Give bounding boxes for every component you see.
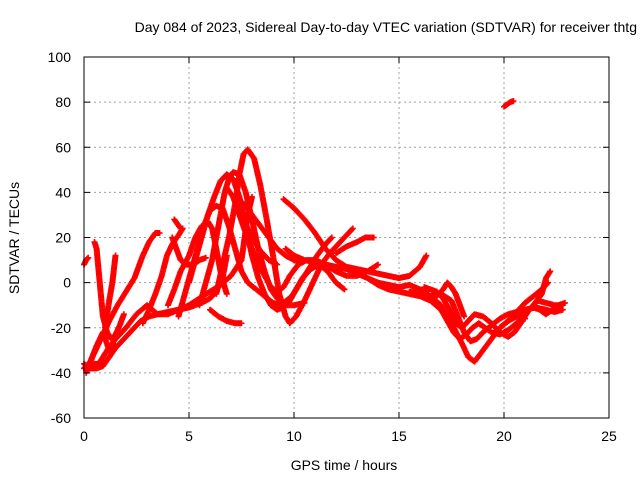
data-point-marker [340,285,347,292]
series-arc-18 [207,306,245,327]
data-point-marker [341,286,348,293]
data-point-marker [561,299,568,306]
data-point-marker [327,235,334,242]
data-point-marker [238,320,245,327]
x-tick-label: 0 [80,428,88,444]
y-tick-label: 60 [55,139,71,155]
data-point-marker [348,226,355,233]
series-arc-17 [234,207,281,268]
x-tick-label: 25 [601,428,617,444]
data-point-marker [545,279,552,286]
y-tick-label: 80 [55,94,71,110]
data-point-marker [120,311,127,318]
y-tick-label: 20 [55,230,71,246]
data-point-marker [547,268,554,275]
data-point-marker [274,261,281,268]
data-point-marker [461,313,468,320]
series-arc-19 [240,200,306,266]
series-arc-27 [433,279,468,320]
y-tick-label: -20 [51,320,71,336]
data-point-marker [249,193,255,200]
data-point-marker [223,290,230,297]
chart-title: Day 084 of 2023, Sidereal Day-to-day VTE… [135,19,637,35]
y-tick-label: -40 [51,365,71,381]
y-tick-label: 40 [55,184,71,200]
series-arc-7 [81,254,92,268]
y-tick-label: 100 [48,49,72,65]
data-point-marker [156,229,163,236]
series-arc-28 [496,279,552,331]
series-arc-5 [91,239,127,343]
x-tick-label: 20 [496,428,512,444]
data-point-marker [349,225,356,232]
data-point-marker [370,234,377,241]
grid-lines [84,57,609,418]
series-arc-30 [501,97,517,110]
y-tick-label: -60 [51,410,71,426]
data-point-marker [112,252,119,259]
x-tick-label: 15 [391,428,407,444]
x-tick-label: 10 [286,428,302,444]
axis-ticks: 0 5 10 15 20 25 -60 -40 -20 0 20 40 60 80 100 [48,49,617,444]
data-markers [81,97,568,376]
series-arc-20 [280,196,430,282]
data-point-marker [544,280,551,287]
data-point-marker [202,254,209,261]
x-tick-label: 5 [185,428,193,444]
series-arc-22 [333,234,377,257]
data-point-marker [375,261,381,268]
series-arc-12 [171,216,184,232]
data-point-marker [423,252,430,259]
y-tick-label: 0 [63,275,71,291]
x-axis-label: GPS time / hours [291,457,398,473]
series-arc-6 [102,252,119,331]
series-arc-29 [517,299,568,318]
data-point-marker [85,254,92,261]
y-axis-label: SDTVAR / TECUs [6,182,22,294]
data-point-marker [177,225,184,232]
data-point-marker [510,97,517,104]
data-point-marker [328,234,335,241]
series-arc-3 [83,229,163,376]
